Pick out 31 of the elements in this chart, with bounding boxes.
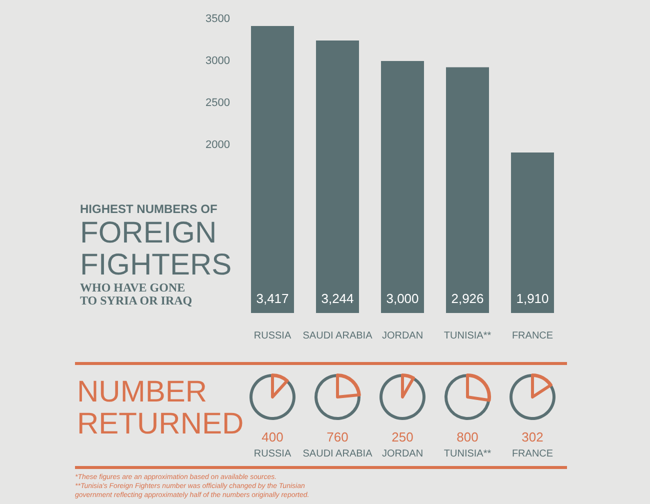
data-label: 3,417 bbox=[256, 291, 289, 306]
data-label: 1,910 bbox=[516, 291, 549, 306]
category-label: SAUDI ARABIA bbox=[302, 448, 373, 460]
category-label: TUNISIA** bbox=[444, 448, 492, 460]
y-tick-label: 2000 bbox=[206, 139, 230, 151]
category-label: RUSSIA bbox=[254, 448, 292, 460]
data-label: 2,926 bbox=[451, 291, 484, 306]
y-tick-label: 2500 bbox=[206, 97, 230, 109]
data-label: 3,000 bbox=[386, 291, 419, 306]
category-label: FRANCE bbox=[512, 448, 554, 460]
x-tick-label: TUNISIA** bbox=[444, 330, 492, 342]
text: HIGHEST NUMBERS OF FOREIGN FIGHTERS WHO HAVE GONE TO SYRIA OR IRAQ bbox=[80, 202, 232, 308]
data-label: 3,244 bbox=[321, 291, 354, 306]
x-tick-label: RUSSIA bbox=[254, 330, 292, 342]
bar bbox=[381, 61, 424, 313]
x-tick-label: FRANCE bbox=[512, 330, 554, 342]
x-tick-label: SAUDI ARABIA bbox=[302, 330, 373, 342]
data-label: 250 bbox=[392, 430, 414, 444]
category-label: JORDAN bbox=[382, 448, 424, 460]
bar bbox=[316, 40, 359, 313]
bar bbox=[251, 26, 294, 313]
text: NUMBER RETURNED bbox=[77, 376, 244, 440]
y-tick-label: 3500 bbox=[206, 13, 230, 25]
data-label: 400 bbox=[262, 430, 284, 444]
y-tick-label: 3000 bbox=[206, 55, 230, 67]
bar bbox=[511, 152, 554, 313]
data-label: 760 bbox=[326, 430, 348, 444]
x-tick-label: JORDAN bbox=[382, 330, 424, 342]
bar bbox=[446, 67, 489, 313]
data-label: 302 bbox=[522, 430, 544, 444]
data-label: 800 bbox=[456, 430, 478, 444]
